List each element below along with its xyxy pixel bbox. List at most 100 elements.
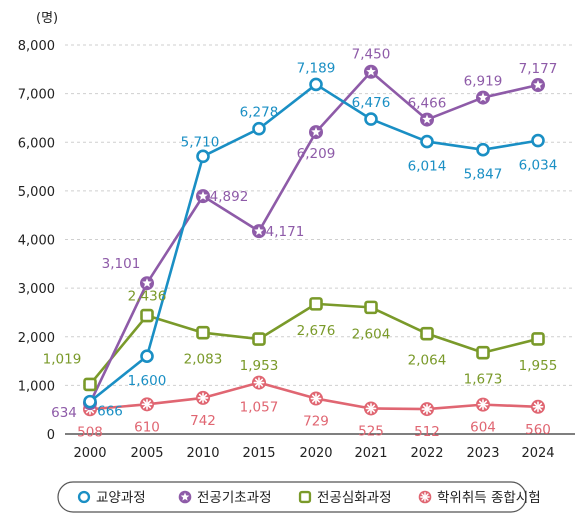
data-label: 5,710: [181, 134, 220, 150]
data-point-3: [252, 332, 266, 346]
data-label: 6,034: [519, 158, 558, 174]
data-label: 6,278: [240, 105, 279, 121]
axes: (명) 0 1,000 2,000 3,000 4,000 5,000 6,000 7,000 8…: [18, 11, 575, 461]
data-point-1: [196, 149, 210, 164]
y-tick-label: 6,000: [18, 136, 55, 151]
legend-entry: 학위취득 종합시험: [437, 490, 541, 506]
data-point-2: [364, 64, 378, 79]
data-point-4: [364, 401, 378, 416]
data-label: 7,189: [297, 60, 336, 76]
data-point-4: [420, 402, 434, 417]
data-point-4: [140, 397, 154, 412]
legend-entry: 전공기초과정: [197, 490, 272, 506]
legend-box: [57, 481, 527, 513]
data-label: 2,064: [408, 353, 447, 369]
y-tick-label: 1,000: [18, 379, 55, 394]
y-tick-label: 3,000: [18, 282, 55, 297]
data-label: 525: [358, 423, 384, 439]
data-point-1: [420, 134, 434, 149]
data-point-4: [196, 390, 210, 405]
data-label: 634: [51, 405, 77, 421]
y-tick-label: 4,000: [18, 234, 55, 249]
data-label: 1,057: [240, 400, 279, 416]
data-label: 6,476: [352, 95, 391, 111]
y-tick-label: 5,000: [18, 185, 55, 200]
grid-lines: [65, 44, 575, 386]
x-tick-label: 2023: [466, 446, 499, 461]
data-label: 7,177: [519, 61, 558, 77]
data-label: 512: [414, 424, 440, 440]
data-label: 1,955: [519, 358, 558, 374]
data-label: 2,436: [128, 289, 167, 305]
x-tick-label: 2020: [299, 446, 332, 461]
data-point-1: [252, 121, 266, 136]
x-tick-label: 2024: [521, 446, 554, 461]
x-tick-label: 2015: [242, 446, 275, 461]
y-tick-label: 7,000: [18, 88, 55, 103]
series-lines: [83, 64, 545, 417]
data-point-3: [531, 332, 545, 346]
y-tick-label: 2,000: [18, 331, 55, 346]
y-tick-label: 8,000: [18, 39, 55, 54]
data-point-4: [476, 397, 490, 412]
data-point-2: [420, 112, 434, 127]
data-point-4: [252, 375, 266, 390]
legend-marker: [418, 490, 432, 504]
data-label: 7,450: [352, 47, 391, 63]
data-point-3: [476, 345, 490, 360]
data-point-2: [140, 276, 154, 291]
data-point-1: [140, 349, 154, 364]
legend-marker: [298, 490, 312, 504]
data-label: 666: [97, 404, 123, 420]
data-point-4: [309, 391, 323, 406]
data-point-4: [531, 399, 545, 414]
legend-entry: 교양과정: [96, 490, 146, 506]
legend-marker: [77, 490, 91, 504]
data-label: 6,209: [297, 146, 336, 162]
y-tick-label: 0: [47, 428, 55, 443]
data-label: 6,014: [408, 159, 447, 175]
data-point-2: [531, 78, 545, 93]
x-tick-label: 2021: [354, 446, 387, 461]
data-label: 729: [303, 414, 329, 430]
data-point-3: [420, 326, 434, 341]
data-point-1: [531, 133, 545, 148]
data-label: 742: [190, 413, 216, 429]
data-label: 1,953: [240, 358, 279, 374]
x-tick-label: 2022: [410, 446, 443, 461]
data-point-3: [83, 377, 97, 392]
legend: 교양과정 전공기초과정 전공심화과정 학위취득 종합시험: [57, 481, 541, 513]
x-tick-label: 2005: [130, 446, 163, 461]
data-point-2: [309, 125, 323, 140]
data-point-3: [196, 325, 210, 340]
legend-entry: 전공심화과정: [317, 490, 392, 506]
x-tick-label: 2010: [186, 446, 219, 461]
data-point-3: [364, 300, 378, 315]
data-label: 604: [470, 420, 496, 436]
y-unit-label: (명): [36, 11, 58, 26]
data-label: 6,919: [464, 74, 503, 90]
data-label: 2,676: [297, 323, 336, 339]
data-labels: 666 1,600 5,710 6,278 7,189 6,476 6,014 5,847 6,…: [43, 47, 558, 441]
x-tick-label: 2000: [73, 446, 106, 461]
data-point-3: [309, 297, 323, 311]
data-point-2: [252, 224, 266, 239]
series-line-2: [88, 70, 539, 404]
data-point-1: [83, 394, 97, 409]
data-point-2: [196, 189, 210, 204]
data-point-2: [476, 90, 490, 105]
data-label: 5,847: [464, 167, 503, 183]
data-label: 560: [525, 422, 551, 438]
data-label: 6,466: [408, 96, 447, 112]
data-point-1: [364, 112, 378, 126]
data-label: 3,101: [102, 256, 141, 272]
data-point-3: [140, 308, 154, 323]
data-label: 1,600: [128, 373, 167, 389]
data-label: 1,019: [43, 351, 82, 367]
data-label: 2,604: [352, 326, 391, 342]
data-label: 610: [134, 419, 160, 435]
data-label: 4,171: [266, 224, 305, 240]
data-label: 4,892: [210, 189, 249, 205]
data-label: 508: [77, 424, 103, 440]
